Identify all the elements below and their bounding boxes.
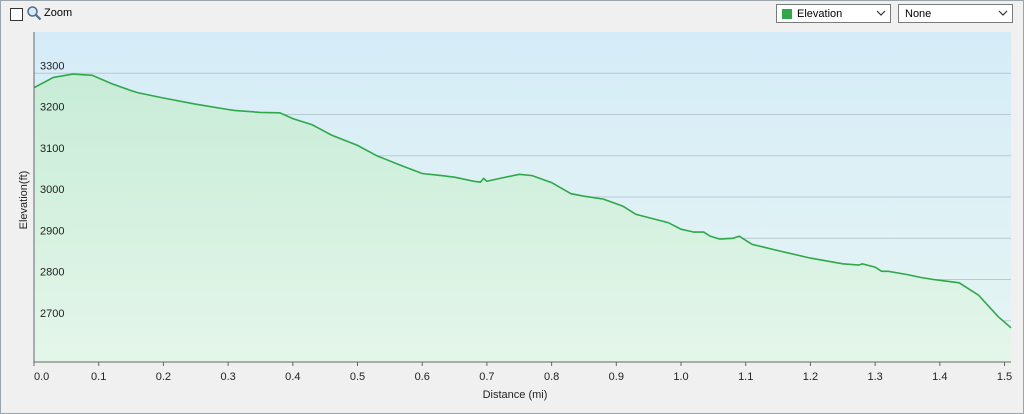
x-tick-label: 1.1 [738,371,753,383]
y-axis-title: Elevation(ft) [18,171,30,230]
y-tick-label: 2900 [40,225,64,237]
series-select-value: Elevation [797,8,843,20]
y-tick-label: 3300 [40,60,64,72]
x-tick-label: 0.5 [350,371,365,383]
x-tick-label: 1.5 [997,371,1012,383]
magnifier-icon [27,6,42,21]
overlay-select-value: None [905,8,932,20]
zoom-label: Zoom [44,7,73,19]
x-axis-title: Distance (mi) [483,389,548,401]
x-tick-label: 0.4 [285,371,300,383]
chevron-down-icon [876,10,886,16]
zoom-checkbox[interactable] [10,8,23,21]
x-tick-label: 1.2 [803,371,818,383]
x-tick-label: 0.6 [415,371,430,383]
series-select[interactable]: Elevation [776,4,891,23]
y-tick-label: 3100 [40,143,64,155]
x-tick-label: 0.9 [609,371,624,383]
y-tick-label: 2700 [40,308,64,320]
x-tick-label: 1.0 [673,371,688,383]
y-tick-label: 3200 [40,102,64,114]
y-tick-label: 3000 [40,184,64,196]
y-tick-label: 2800 [40,267,64,279]
x-tick-label: 1.3 [867,371,882,383]
x-tick-label: 0.7 [479,371,494,383]
chevron-down-icon [998,10,1008,16]
x-tick-label: 0.8 [544,371,559,383]
overlay-select[interactable]: None [898,4,1013,23]
series-color-swatch [782,9,792,19]
x-tick-label: 0.3 [220,371,235,383]
elevation-line [33,73,1012,329]
x-tick-label: 0.2 [156,371,171,383]
x-tick-label: 0.1 [91,371,106,383]
x-tick-label: 0.0 [34,371,49,383]
elevation-area [34,74,1011,362]
x-tick-label: 1.4 [932,371,947,383]
